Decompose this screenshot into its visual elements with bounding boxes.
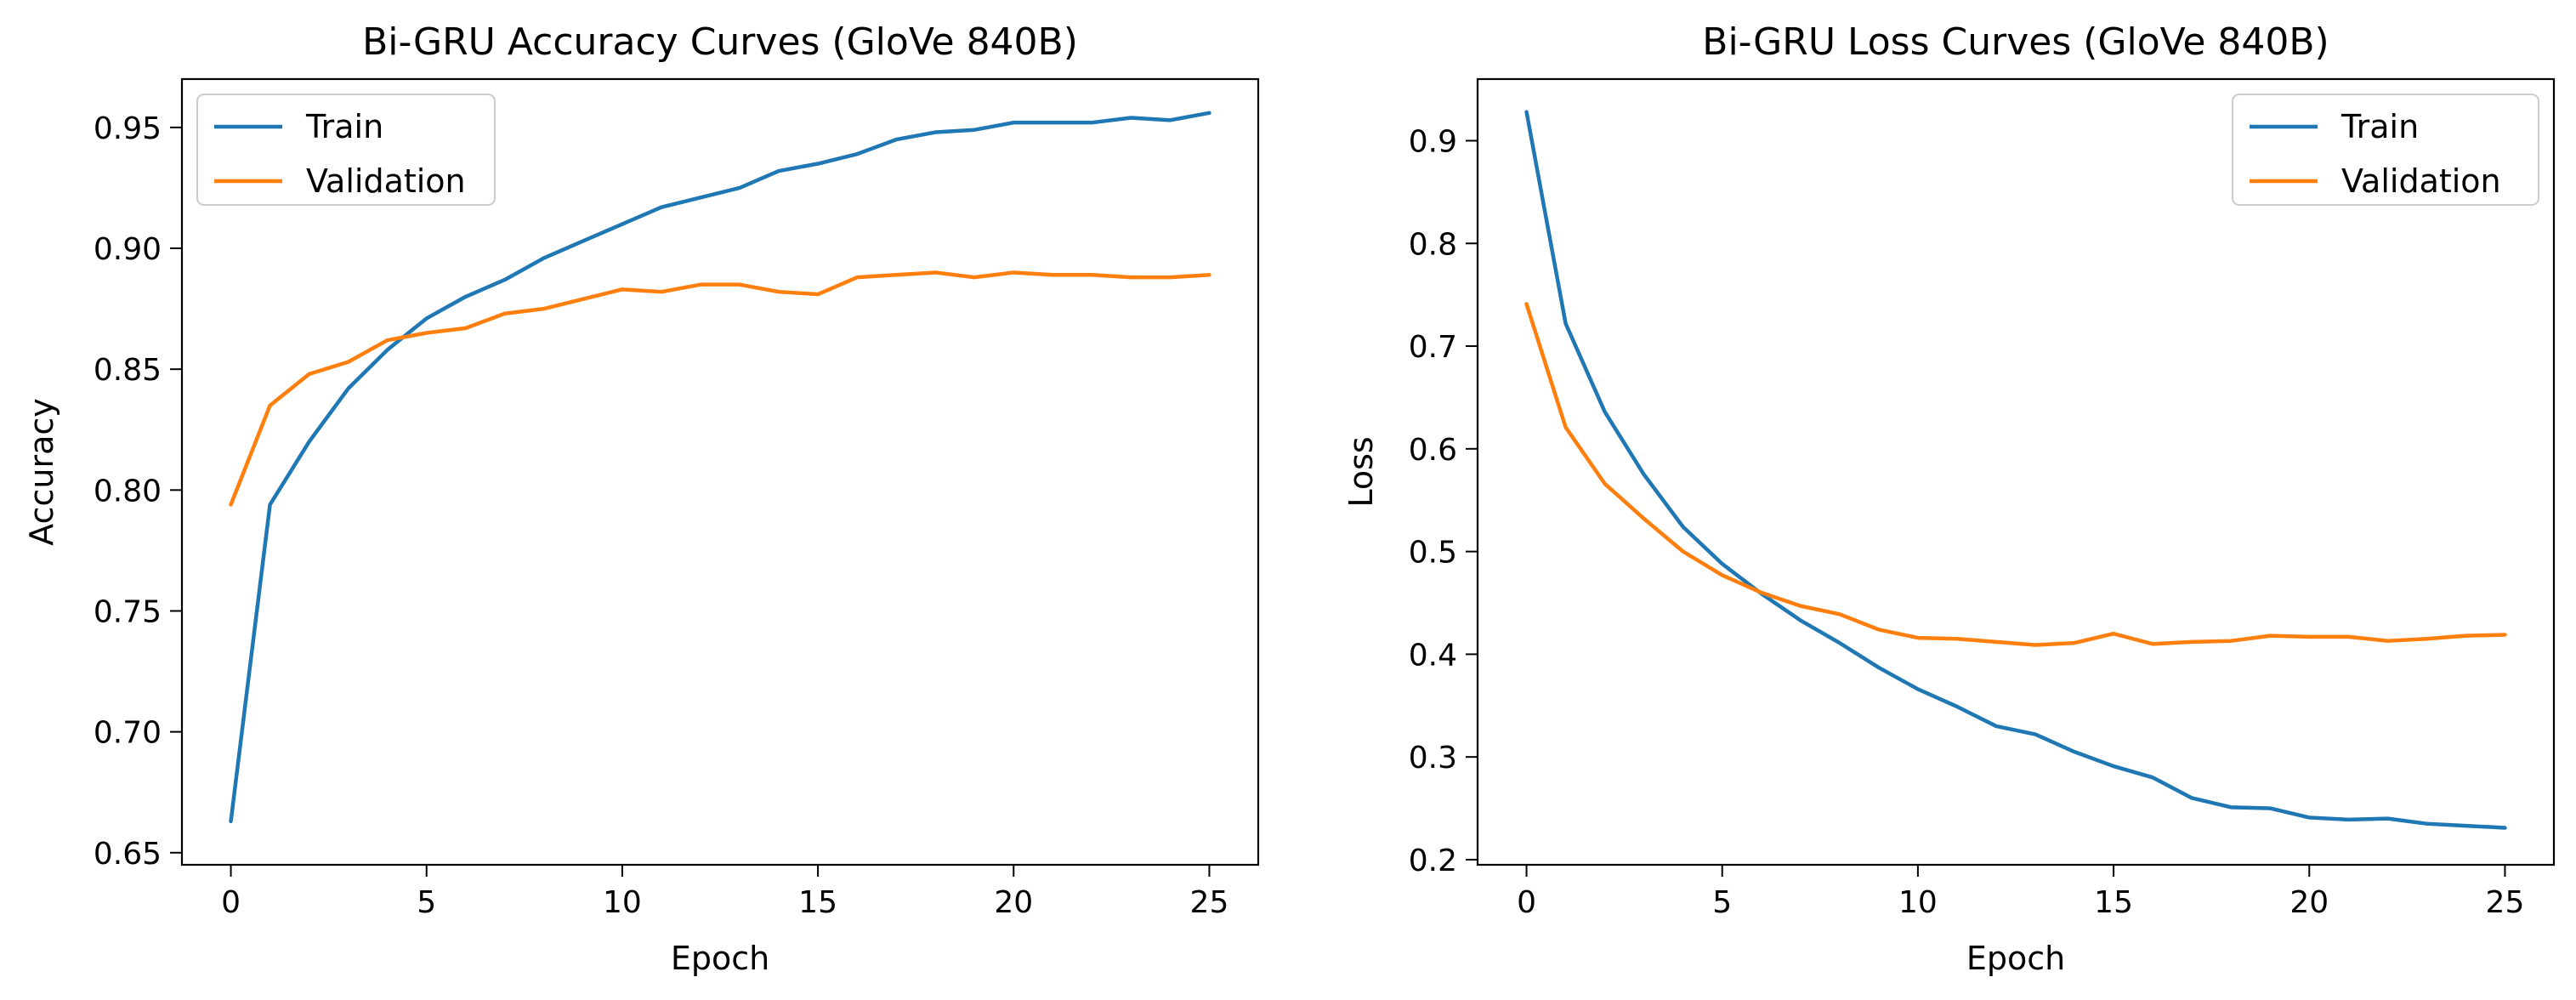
legend-label-validation: Validation [306, 162, 466, 200]
accuracy-chart: Bi-GRU Accuracy Curves (GloVe 840B) Epoc… [23, 20, 1260, 977]
y-tick-label: 0.70 [94, 716, 162, 751]
y-tick-label: 0.5 [1409, 536, 1457, 571]
legend: Train Validation [196, 94, 496, 206]
y-tick-label: 0.6 [1409, 433, 1457, 468]
loss-chart: Bi-GRU Loss Curves (GloVe 840B) Epoch Lo… [1342, 20, 2556, 977]
legend: Train Validation [2232, 94, 2539, 206]
y-tick-label: 0.7 [1409, 330, 1457, 365]
x-axis-label: Epoch [1966, 940, 2065, 977]
legend-label-validation: Validation [2341, 162, 2501, 200]
legend-box [196, 94, 496, 206]
chart-title: Bi-GRU Loss Curves (GloVe 840B) [1702, 20, 2329, 64]
x-tick-label: 10 [1898, 885, 1938, 920]
x-tick-label: 25 [1190, 885, 1229, 920]
x-tick-label: 20 [2289, 885, 2329, 920]
y-tick-label: 0.8 [1409, 227, 1457, 262]
legend-label-train: Train [305, 108, 383, 145]
y-tick-label: 0.65 [94, 837, 162, 872]
y-tick-label: 0.3 [1409, 741, 1457, 776]
legend-label-train: Train [2341, 108, 2419, 145]
y-tick-label: 0.9 [1409, 124, 1457, 159]
x-tick-label: 0 [1517, 885, 1536, 920]
series-line-validation [229, 270, 1211, 507]
series-line-validation [1524, 302, 2507, 647]
y-tick-label: 0.2 [1409, 844, 1457, 878]
y-axis-label: Accuracy [23, 398, 60, 546]
x-axis-label: Epoch [671, 940, 769, 977]
chart-title: Bi-GRU Accuracy Curves (GloVe 840B) [362, 20, 1078, 64]
x-tick-label: 25 [2486, 885, 2525, 920]
axes-frame [1476, 77, 2556, 866]
y-tick-label: 0.4 [1409, 638, 1457, 673]
x-tick-label: 20 [994, 885, 1033, 920]
x-tick-label: 15 [2094, 885, 2133, 920]
x-tick-label: 5 [417, 885, 436, 920]
x-tick-label: 15 [798, 885, 837, 920]
axes-frame [180, 77, 1260, 866]
y-tick-label: 0.95 [94, 111, 162, 146]
x-tick-label: 10 [603, 885, 642, 920]
legend-box [2232, 94, 2539, 206]
x-tick-label: 0 [221, 885, 241, 920]
y-tick-label: 0.85 [94, 353, 162, 388]
series-line-train [229, 111, 1211, 824]
y-tick-label: 0.90 [94, 232, 162, 267]
y-tick-label: 0.75 [94, 594, 162, 629]
series-line-train [1524, 110, 2507, 830]
y-tick-label: 0.80 [94, 474, 162, 509]
y-axis-label: Loss [1342, 436, 1380, 507]
x-tick-label: 5 [1712, 885, 1732, 920]
